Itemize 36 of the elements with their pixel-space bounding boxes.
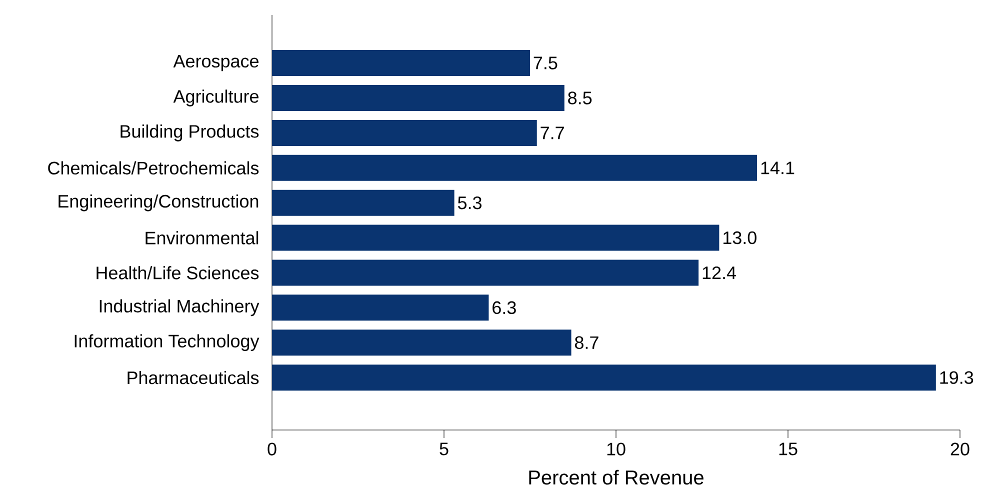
y-tick-label: Aerospace — [173, 54, 258, 72]
y-tick-label: Agriculture — [173, 90, 258, 106]
bar — [272, 224, 720, 251]
data-label: 14.1 — [761, 162, 794, 174]
x-tick-label: 10 — [607, 442, 626, 456]
x-tick-label: 0 — [268, 442, 276, 456]
data-label: 5.3 — [458, 196, 482, 210]
x-tick-label: 5 — [440, 442, 448, 456]
x-tick-label: 20 — [950, 442, 970, 456]
y-tick-label: Industrial Machinery — [100, 299, 260, 316]
bar — [272, 50, 530, 76]
y-tick-label: Chemicals/Petrochemicals — [48, 161, 259, 174]
x-axis-title: Percent of Revenue — [529, 470, 704, 485]
data-label: 19.3 — [940, 371, 974, 384]
y-tick-label: Pharmaceuticals — [128, 370, 259, 384]
bar — [272, 330, 572, 356]
data-label: 12.4 — [702, 266, 736, 280]
y-tick-label: Information Technology — [74, 334, 260, 352]
y-tick-label: Engineering/Construction — [58, 194, 258, 212]
y-tick-label: Environmental — [146, 231, 258, 244]
bar — [272, 294, 489, 321]
data-label: 8.7 — [574, 336, 598, 349]
data-label: 8.5 — [568, 92, 592, 104]
y-tick-label: Health/Life Sciences — [96, 266, 259, 280]
bar — [272, 190, 454, 216]
bar — [272, 154, 758, 181]
bar — [272, 364, 936, 391]
bar — [272, 120, 537, 146]
data-label: 6.3 — [492, 301, 516, 314]
data-label: 7.7 — [540, 126, 564, 140]
data-label: 7.5 — [534, 56, 558, 70]
data-label: 13.0 — [724, 231, 756, 244]
bar — [272, 84, 564, 111]
bar — [272, 260, 699, 286]
x-tick-label: 15 — [779, 442, 798, 456]
y-tick-label: Building Products — [120, 124, 259, 142]
